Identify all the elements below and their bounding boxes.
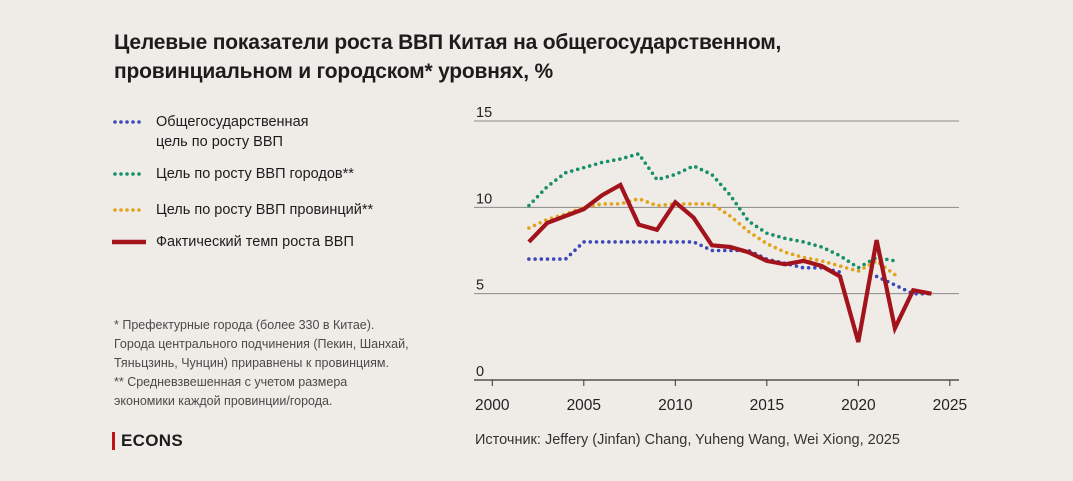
- footnote-line-4: ** Средневзвешенная с учетом размера: [114, 375, 348, 389]
- legend-marker-cities: [113, 172, 146, 176]
- footnote: * Префектурные города (более 330 в Китае…: [114, 316, 464, 411]
- brand-logo: ECONS: [112, 431, 183, 451]
- legend-marker-actual: [112, 239, 146, 245]
- legend-label-national-line-1: Общегосударственная: [156, 114, 309, 130]
- x-tick-label-2025: 2025: [933, 397, 967, 414]
- brand-name: ECONS: [121, 431, 183, 450]
- y-tick-label-0: 0: [476, 364, 484, 380]
- footnote-line-3: Тяньцзинь, Чунцин) приравнены к провинци…: [114, 356, 389, 370]
- x-tick-label-2015: 2015: [750, 397, 784, 414]
- series-actual-growth-line: [527, 181, 932, 343]
- footnote-line-1: * Префектурные города (более 330 в Китае…: [114, 318, 375, 332]
- legend-label-cities: Цель по росту ВВП городов**: [156, 166, 354, 182]
- legend-marker-provinces: [113, 208, 146, 212]
- x-tick-label-2020: 2020: [841, 397, 876, 414]
- x-tick-label-2005: 2005: [567, 397, 601, 414]
- chart-title-line-2: провинциальном и городском* уровнях, %: [114, 60, 553, 83]
- chart-title: Целевые показатели роста ВВП Китая на об…: [114, 28, 874, 86]
- legend-label-actual: Фактический темп роста ВВП: [156, 234, 354, 250]
- source-note: Источник: Jeffery (Jinfan) Chang, Yuheng…: [475, 432, 900, 448]
- x-tick-label-2010: 2010: [658, 397, 693, 414]
- legend-item-cities: Цель по росту ВВП городов**: [112, 164, 354, 184]
- legend-marker-national: [113, 120, 146, 124]
- legend-item-actual: Фактический темп роста ВВП: [112, 232, 354, 252]
- series-provinces-target-line: [527, 196, 897, 277]
- brand-bar: [112, 432, 115, 450]
- y-tick-label-15: 15: [476, 105, 492, 121]
- y-tick-label-10: 10: [476, 191, 492, 207]
- footnote-line-2: Города центрального подчинения (Пекин, Ш…: [114, 337, 409, 351]
- series-national-target-line-0: [527, 240, 842, 274]
- chart-title-line-1: Целевые показатели роста ВВП Китая на об…: [114, 31, 782, 54]
- x-tick-label-2000: 2000: [475, 397, 510, 414]
- footnote-line-5: экономики каждой провинции/города.: [114, 394, 333, 408]
- legend-item-provinces: Цель по росту ВВП провинций**: [112, 200, 373, 220]
- legend-label-national-line-2: цель по росту ВВП: [156, 134, 283, 150]
- legend-item-national: Общегосударственная цель по росту ВВП: [112, 112, 308, 152]
- legend-label-provinces: Цель по росту ВВП провинций**: [156, 202, 374, 218]
- y-tick-label-5: 5: [476, 278, 484, 294]
- series-cities-target-line: [527, 151, 897, 270]
